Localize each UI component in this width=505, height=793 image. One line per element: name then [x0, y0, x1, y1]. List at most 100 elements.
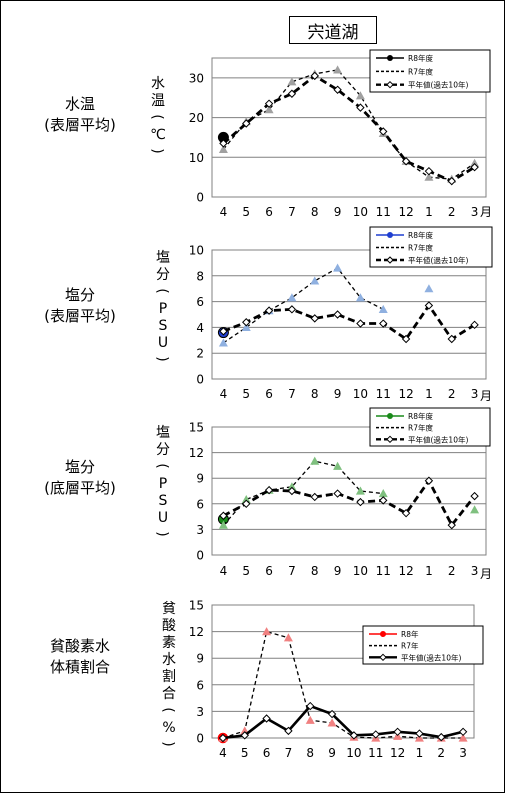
x-tick-label: 12	[398, 564, 413, 578]
series-line	[222, 704, 464, 740]
y-axis-label-char: 貧	[162, 601, 176, 617]
x-tick-label: 9	[334, 564, 342, 578]
data-point-marker	[218, 520, 228, 529]
y-axis-label-char: U	[158, 510, 168, 526]
data-point-marker	[264, 105, 274, 114]
y-axis-label-char: )	[149, 148, 165, 153]
data-point-marker	[310, 276, 320, 285]
x-tick-label: 7	[285, 746, 293, 760]
y-tick-label: 6	[196, 295, 204, 309]
data-point-marker	[379, 127, 388, 136]
legend-marker	[379, 653, 387, 662]
x-tick-label: 7	[288, 564, 296, 578]
data-point-marker	[262, 627, 272, 636]
data-point-marker	[287, 77, 297, 86]
legend-entry: R7年度	[376, 423, 433, 433]
series-line	[222, 630, 464, 739]
legend-entry: 平年値(過去10年)	[376, 80, 468, 90]
data-point-marker	[264, 99, 274, 108]
legend-label: R8年度	[408, 411, 433, 421]
data-point-marker	[242, 119, 251, 128]
y-tick-label: 20	[189, 111, 204, 125]
x-tick-label: 6	[265, 387, 273, 401]
x-tick-label: 8	[311, 205, 319, 219]
legend-label: R8年度	[408, 230, 433, 240]
x-tick-label: 8	[311, 564, 319, 578]
data-point-marker	[305, 715, 315, 724]
legend-entry: 平年値(過去10年)	[369, 652, 461, 662]
legend-label: R7年	[401, 641, 419, 651]
series-line	[222, 74, 476, 183]
row-label-line2: (底層平均)	[44, 479, 116, 497]
data-point-marker	[306, 701, 315, 711]
data-point-marker	[401, 508, 411, 518]
data-point-marker	[447, 176, 456, 186]
y-tick-label: 0	[196, 549, 204, 563]
x-tick-label: 5	[242, 387, 250, 401]
x-tick-label: 6	[265, 564, 273, 578]
legend-label: R8年	[401, 629, 419, 639]
legend-label: 平年値(過去10年)	[408, 434, 468, 444]
data-point-marker	[327, 718, 337, 727]
data-point-marker	[349, 731, 359, 740]
y-axis-label-char: 分	[156, 267, 170, 283]
data-point-marker	[287, 89, 297, 98]
y-tick-label: 2	[196, 347, 204, 361]
data-point-marker	[241, 495, 251, 504]
y-axis-label-char: (	[154, 288, 170, 293]
y-tick-label: 12	[189, 446, 204, 460]
data-point-marker	[287, 305, 297, 314]
legend-marker	[386, 435, 394, 444]
series-line	[222, 478, 476, 528]
data-point-marker	[356, 319, 365, 328]
data-point-marker	[264, 306, 274, 315]
y-tick-label: 30	[189, 71, 204, 85]
plot-area	[211, 426, 487, 556]
x-tick-label: 6	[263, 746, 271, 760]
x-tick-label: 5	[241, 746, 249, 760]
y-tick-label: 3	[196, 523, 204, 537]
x-tick-label: 11	[376, 564, 391, 578]
series-3	[219, 71, 479, 186]
legend-marker	[386, 80, 394, 89]
x-tick-label: 9	[334, 205, 342, 219]
data-point-marker	[447, 334, 456, 344]
data-point-marker	[219, 139, 228, 148]
x-tick-label: 4	[220, 387, 228, 401]
x-tick-label: 5	[242, 205, 250, 219]
data-point-marker	[262, 714, 271, 723]
y-tick-label: 12	[189, 625, 204, 639]
x-tick-label: 3	[471, 564, 479, 578]
data-point-marker	[470, 505, 480, 514]
y-tick-label: 6	[196, 497, 204, 511]
y-axis-label-char: 合	[162, 686, 176, 702]
x-tick-label: 6	[265, 205, 273, 219]
data-point-marker	[355, 91, 365, 100]
series-line	[222, 302, 476, 341]
x-tick-label: 1	[425, 205, 433, 219]
y-axis-label-char: 水	[162, 652, 176, 668]
data-point-marker	[333, 310, 342, 319]
data-point-marker	[241, 322, 251, 331]
series-3	[219, 301, 479, 344]
data-point-marker	[379, 319, 388, 328]
x-tick-label: 11	[368, 746, 383, 760]
x-tick-label: 2	[448, 205, 456, 219]
data-point-marker	[218, 338, 228, 347]
y-tick-label: 15	[189, 599, 204, 613]
y-axis-label-char: 水	[151, 76, 165, 92]
legend-marker	[387, 55, 393, 61]
y-tick-label: 6	[196, 678, 204, 692]
legend-marker	[387, 232, 393, 238]
x-tick-label: 4	[220, 564, 228, 578]
data-point-marker	[287, 293, 297, 302]
x-tick-label: 2	[448, 564, 456, 578]
data-point-marker	[333, 85, 342, 94]
series-2	[218, 263, 434, 347]
y-axis-label-char: ℃	[150, 127, 166, 143]
legend-marker	[380, 631, 386, 637]
